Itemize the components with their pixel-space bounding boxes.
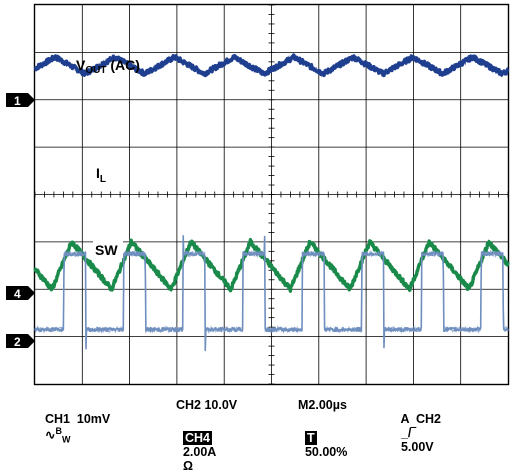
ch4-marker-label: 4 [14, 287, 21, 301]
ch4-tag: CH4 [182, 431, 212, 445]
trigger-level: 5.00V [400, 440, 434, 454]
trace-ch4-noise [34, 238, 509, 293]
timebase-setting: M2.00µs [298, 398, 347, 412]
trigger-position: T 50.00% [298, 417, 347, 459]
sw-label: SW [95, 242, 118, 258]
sw-label-background [93, 241, 123, 258]
ch2-marker-label: 2 [14, 335, 21, 349]
trace-ch2-noise [34, 248, 509, 335]
waveform-traces [33, 53, 510, 352]
ch2-marker: 2 [6, 334, 35, 349]
ac-coupling-icon: ∿ [44, 428, 56, 443]
ch2-setting: CH2 10.0V [176, 398, 238, 412]
ch4-scale: 2.00A [182, 445, 217, 459]
ch4-setting: CH4 2.00A Ω [176, 417, 216, 473]
t-tag: T [304, 431, 317, 445]
ch1-marker-label: 1 [14, 94, 21, 108]
ch4-marker: 4 [6, 286, 35, 301]
ohm-symbol: Ω [182, 459, 193, 473]
vout-label: VOUT (AC) [76, 57, 140, 76]
ch2-marker-arrow [6, 334, 35, 348]
trigger-source: A CH2 [400, 412, 441, 426]
bw-sub: W [61, 434, 71, 445]
trace-ch1 [33, 53, 510, 78]
ch4-marker-arrow [6, 286, 35, 300]
trigger-position-value: 50.00% [304, 445, 348, 459]
oscilloscope-plot: VOUT (AC) IL SW 1 4 2 [6, 3, 510, 386]
ch1-marker: 1 [6, 93, 35, 108]
rising-edge-icon: _/‾ [400, 426, 416, 440]
ch1-marker-arrow [6, 93, 35, 107]
bw-sup: B [55, 426, 62, 436]
trigger-setting: A CH2 _/‾ 5.00V [394, 398, 441, 454]
trace-ch1-noise [34, 53, 509, 78]
il-label: IL [96, 165, 106, 185]
ch1-setting: CH1 10mV ∿BW [38, 398, 110, 445]
ch1-scale: CH1 10mV [44, 412, 111, 426]
